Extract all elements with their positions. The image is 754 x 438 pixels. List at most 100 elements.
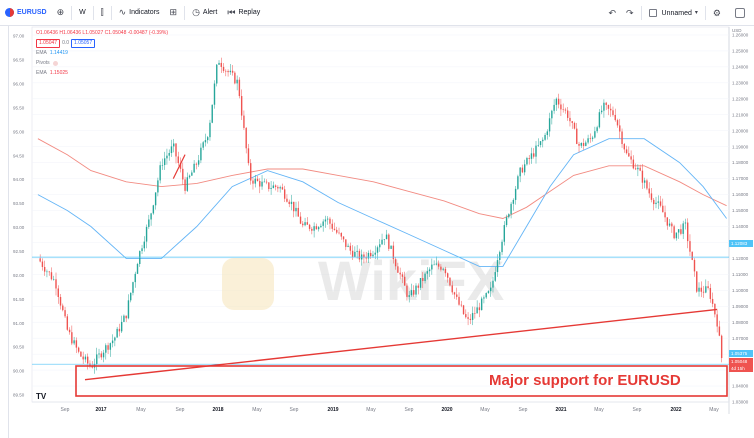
candle-body: [521, 167, 524, 173]
candle-body: [494, 272, 496, 281]
candle-body: [186, 177, 189, 191]
candle-body: [447, 273, 449, 278]
candle-body: [696, 271, 698, 292]
candle-body: [496, 260, 499, 273]
interval-button[interactable]: W: [74, 0, 91, 26]
candle-body: [62, 305, 64, 311]
indicators-label: Indicators: [129, 9, 160, 16]
candle-body: [109, 343, 112, 350]
candle-body: [270, 188, 272, 190]
buy-button[interactable]: 1.05057: [71, 38, 96, 48]
compare-button[interactable]: ⊕: [52, 0, 70, 26]
candle-body: [340, 232, 342, 237]
candle-body: [492, 280, 494, 288]
candle-body: [388, 234, 390, 249]
candle-body: [333, 228, 336, 230]
candle-body: [501, 241, 503, 253]
layout-selector[interactable]: Unnamed ▾: [644, 0, 703, 26]
left-tick-label: 91.00: [13, 321, 25, 326]
candle-body: [324, 219, 327, 222]
candle-body: [458, 296, 460, 305]
settings-button[interactable]: ⚙: [708, 0, 726, 26]
candle-body: [358, 250, 361, 260]
candle-body: [675, 232, 678, 239]
candle-body: [50, 272, 53, 280]
candle-body: [474, 313, 476, 314]
sell-button[interactable]: 1.05047: [36, 38, 61, 48]
symbol-selector[interactable]: EURUSD: [0, 0, 52, 26]
candle-body: [225, 70, 227, 72]
candle-body: [274, 185, 277, 187]
candle-body: [582, 143, 585, 146]
candle-body: [650, 193, 653, 200]
candle-body: [268, 182, 270, 190]
redo-button[interactable]: ↷: [621, 0, 639, 26]
candle-body: [143, 241, 146, 249]
candle-body: [410, 290, 413, 296]
candle-body: [179, 163, 182, 169]
replay-button[interactable]: ⏮ Replay: [222, 0, 265, 26]
candle-body: [211, 104, 213, 123]
chart-legend: O1.06436 H1.06436 L1.05027 C1.05048 -0.0…: [36, 28, 168, 78]
redo-icon: ↷: [626, 7, 634, 18]
layout-checkbox[interactable]: [648, 9, 657, 17]
candle-body: [598, 112, 601, 128]
countdown-tag: 4d 15h: [729, 365, 753, 372]
ema-fast-line: [37, 138, 727, 267]
x-tick-label: 2021: [555, 407, 566, 413]
candle-body: [281, 187, 284, 190]
candle-body: [444, 268, 447, 274]
candle-body: [145, 226, 148, 242]
candle-body: [659, 201, 662, 206]
replay-icon: ⏮: [227, 7, 236, 17]
candle-body: [580, 143, 582, 146]
candle-body: [213, 83, 216, 105]
candle-body: [442, 268, 444, 270]
left-tick-label: 92.00: [13, 273, 25, 278]
drawing-tools-strip[interactable]: [0, 26, 9, 438]
candle-body: [641, 170, 644, 183]
candle-body: [643, 180, 646, 183]
candle-body: [84, 356, 87, 360]
templates-button[interactable]: ⊞: [165, 0, 183, 26]
undo-button[interactable]: ↶: [603, 0, 621, 26]
ema-slow-line: [37, 138, 727, 219]
chart-type-button[interactable]: ⫿: [96, 0, 109, 26]
candle-body: [687, 222, 689, 242]
candle-body: [53, 279, 55, 280]
ema-fast-value: 1.15025: [49, 69, 68, 76]
candle-body: [662, 205, 664, 213]
indicators-button[interactable]: ∿ Indicators: [114, 0, 165, 26]
candle-body: [279, 187, 281, 189]
candle-body: [308, 224, 311, 229]
x-tick-label: 2022: [670, 407, 681, 413]
candle-body: [490, 287, 492, 292]
candle-body: [86, 356, 89, 364]
candle-body: [64, 310, 66, 317]
candle-body: [46, 271, 48, 273]
candle-body: [401, 274, 404, 277]
candle-body: [419, 278, 422, 288]
hidden-eye-icon[interactable]: [52, 60, 58, 66]
candle-body: [347, 245, 349, 247]
candle-body: [403, 276, 406, 286]
alert-button[interactable]: ◷ Alert: [187, 0, 222, 26]
candle-body: [537, 144, 539, 146]
candle-body: [666, 217, 669, 226]
left-tick-label: 93.50: [13, 201, 25, 206]
candle-body: [304, 222, 306, 226]
candle-body: [152, 205, 155, 214]
levels: [32, 256, 729, 365]
candle-body: [130, 292, 132, 301]
candle-body: [535, 145, 537, 157]
candle-body: [415, 285, 417, 295]
x-axis: Sep 2017 May Sep 2018 May Sep 2019 May Sep 2020 May…: [61, 407, 720, 413]
candle-body: [530, 153, 533, 159]
fullscreen-button[interactable]: [726, 0, 754, 26]
candle-body: [345, 239, 347, 247]
candle-body: [159, 165, 161, 181]
candle-body: [544, 134, 546, 140]
candle-body: [107, 345, 109, 350]
